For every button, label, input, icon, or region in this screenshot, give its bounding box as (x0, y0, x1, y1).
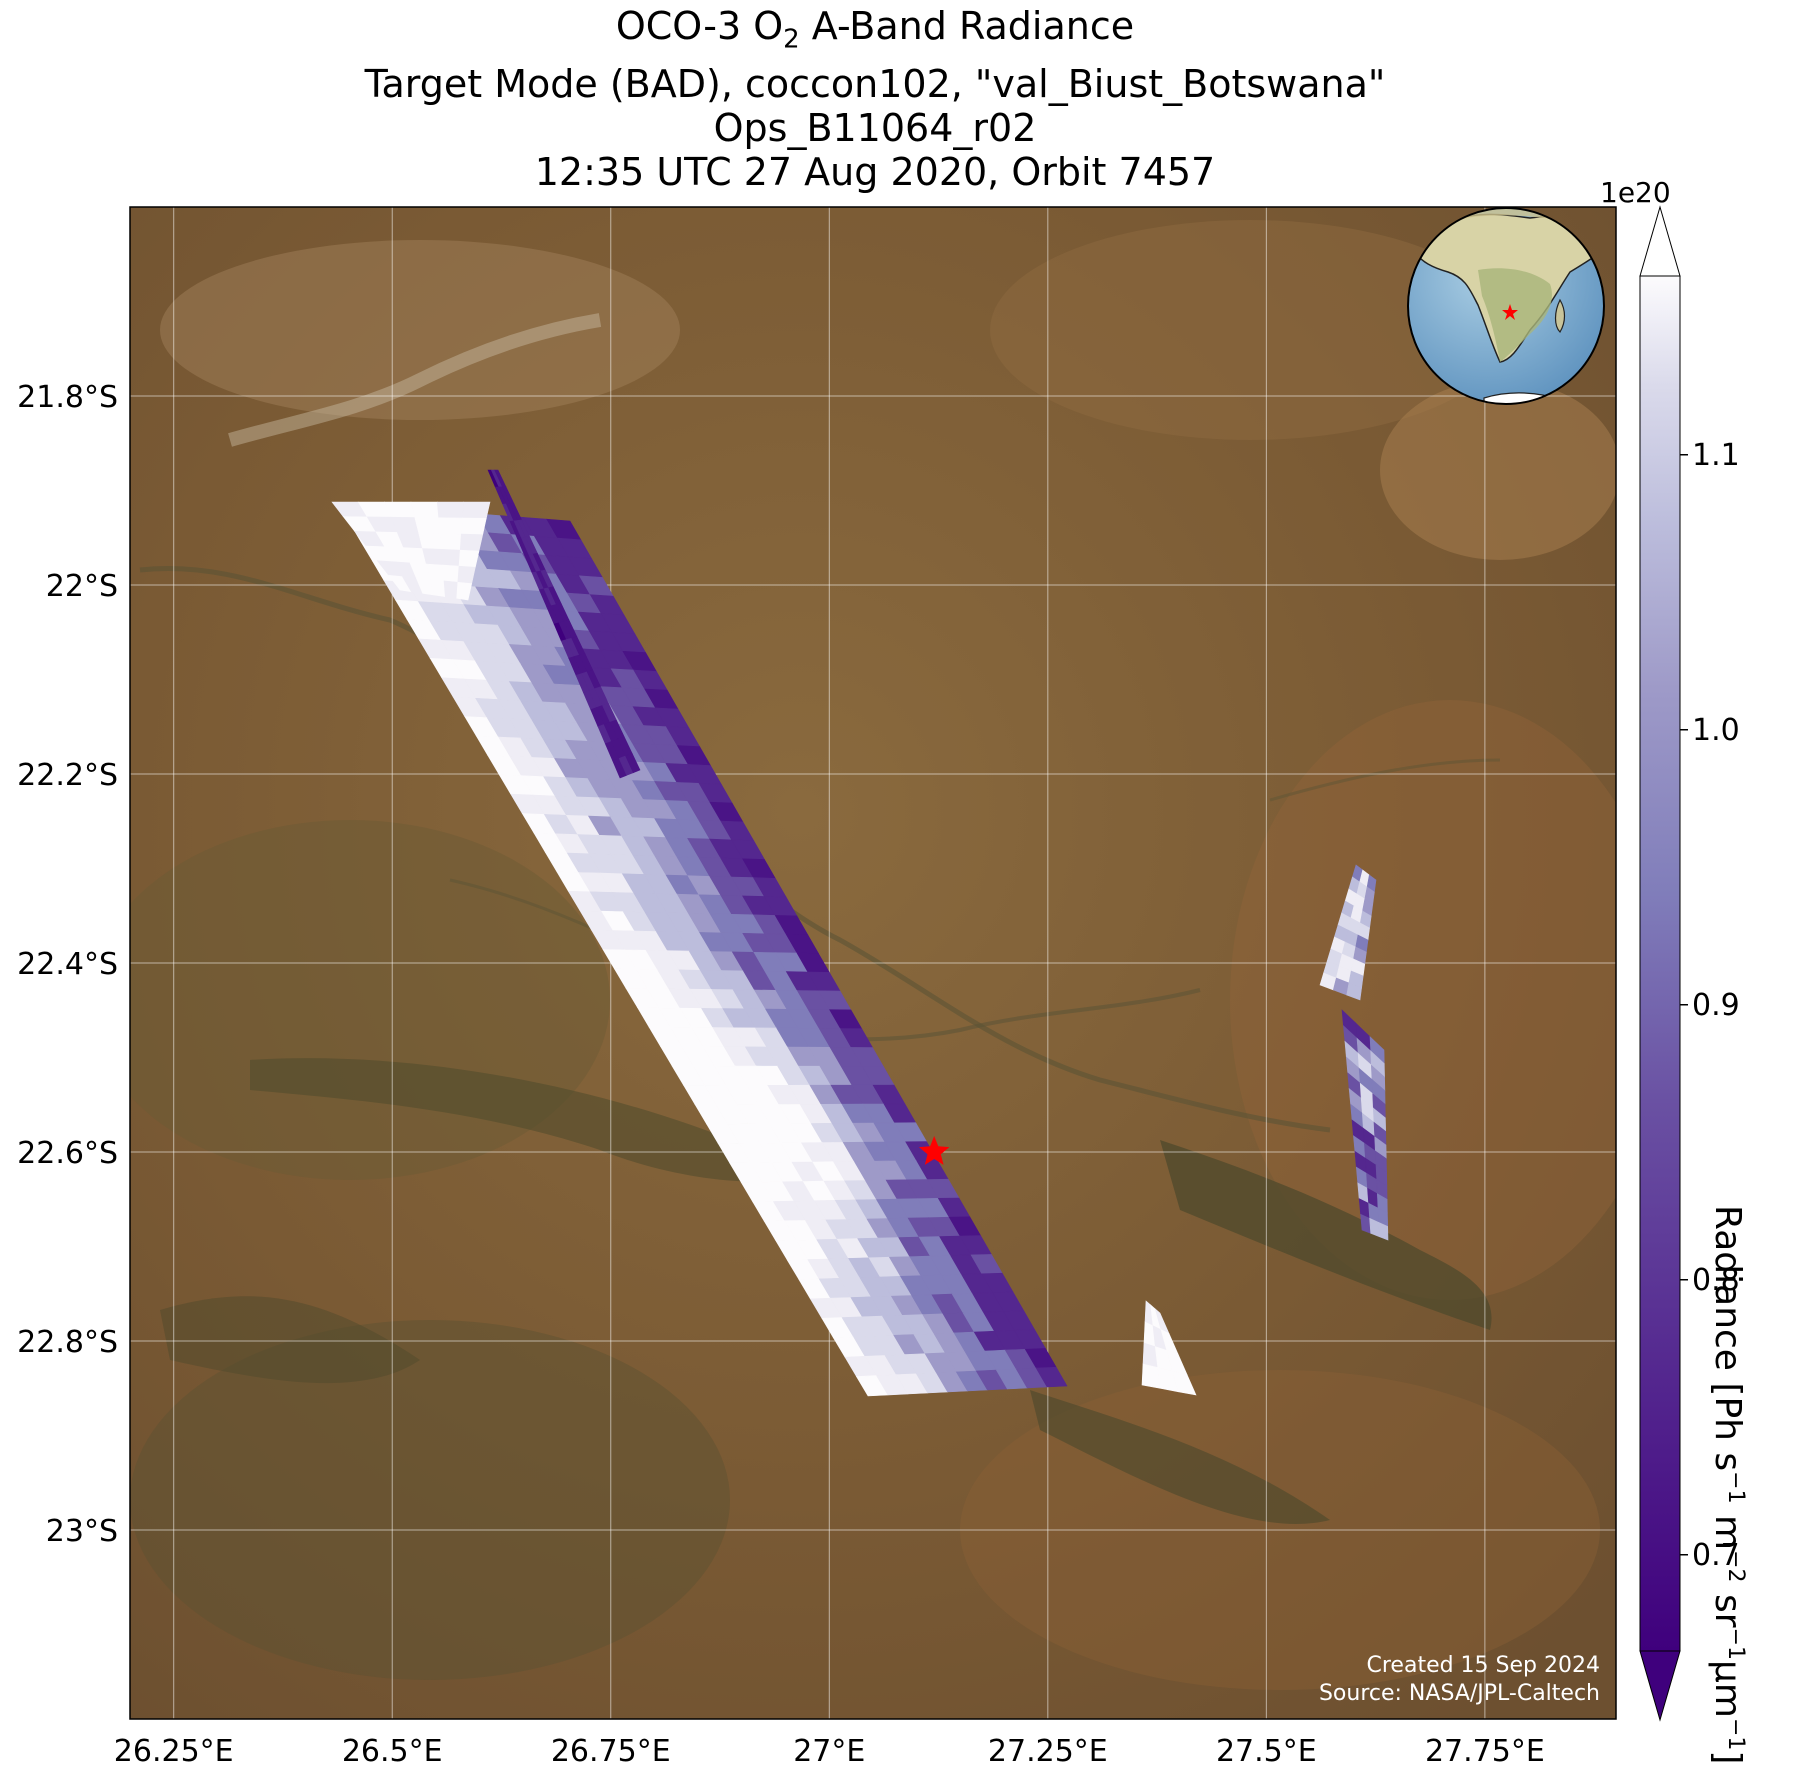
lon-tick-label: 26.25°E (114, 1734, 234, 1768)
colorbar-tick-label: 0.8 (1692, 1263, 1740, 1298)
lon-tick-label: 27.25°E (988, 1734, 1108, 1768)
swath-cell-white (1141, 1363, 1161, 1389)
title-line-2: Target Mode (BAD), coccon102, "val_Biust… (364, 61, 1386, 106)
map-frame (129, 206, 1617, 1720)
figure-title: OCO-3 O2 A-Band Radiance Target Mode (BA… (0, 4, 1750, 194)
lon-tick-label: 26.5°E (342, 1734, 443, 1768)
swath-cell-east (1346, 982, 1362, 1001)
lon-tick-label: 26.75°E (551, 1734, 671, 1768)
swath-cell-white (439, 533, 462, 551)
swath-cell-white (1171, 1370, 1197, 1396)
swath-cell-white (418, 532, 442, 550)
latitude-tick-labels: 21.8°S 22°S 22.2°S 22.4°S 22.6°S 22.8°S 23°S (17, 380, 118, 1549)
swath-cell-white (436, 501, 465, 519)
credit-created: Created 15 Sep 2024 (1367, 1653, 1601, 1678)
swath-cell-white (458, 549, 480, 568)
title-line-3: Ops_B11064_r02 (713, 105, 1037, 150)
swath-cell-white (410, 501, 440, 519)
swath-cell-white (438, 517, 463, 535)
colorbar-tick-label: 0.7 (1692, 1538, 1740, 1573)
lat-tick-label: 22°S (46, 569, 118, 604)
lat-tick-label: 22.4°S (17, 947, 118, 982)
swath-cell-white (414, 517, 441, 534)
swath-cell-dark (625, 752, 641, 774)
swath-cell-white (442, 564, 460, 583)
swath-cell-white (440, 548, 461, 567)
swath-cell-white (462, 501, 491, 519)
swath-cell (1035, 1366, 1068, 1388)
lon-tick-label: 27°E (793, 1734, 865, 1768)
swath-cell-east (1378, 1221, 1389, 1241)
colorbar-exponent: 1e20 (1600, 176, 1671, 209)
colorbar-tick-label: 0.9 (1692, 988, 1740, 1023)
colorbar-tick-label: 1.0 (1692, 713, 1740, 748)
swath-cell-white (443, 580, 459, 599)
title-line-1: OCO-3 O2 A-Band Radiance (615, 4, 1135, 55)
lat-tick-label: 22.2°S (17, 758, 118, 793)
swath-cell-white (460, 517, 487, 536)
colorbar-ticks: 0.7 0.8 0.9 1.0 1.1 (1680, 438, 1740, 1573)
lon-tick-label: 27.75°E (1425, 1734, 1545, 1768)
credit-source: Source: NASA/JPL-Caltech (1319, 1681, 1600, 1706)
lat-tick-label: 23°S (46, 1514, 118, 1549)
longitude-tick-labels: 26.25°E 26.5°E 26.75°E 27°E 27.25°E 27.5°E 27.… (114, 1734, 1545, 1768)
colorbar: 0.7 0.8 0.9 1.0 1.1 (1639, 205, 1740, 1722)
lat-tick-label: 21.8°S (17, 380, 118, 415)
colorbar-label: Radiance [Ph s−1 m−2 sr−1μm−1] (1707, 1205, 1748, 1765)
colorbar-tick-label: 1.1 (1692, 438, 1740, 473)
title-line-4: 12:35 UTC 27 Aug 2020, Orbit 7457 (534, 149, 1216, 194)
swath-cell-white (456, 581, 473, 601)
target-site-star-icon (919, 1136, 950, 1165)
lat-tick-label: 22.8°S (17, 1325, 118, 1360)
lon-tick-label: 27.5°E (1216, 1734, 1317, 1768)
radiance-swath (331, 469, 1389, 1397)
swath-cell-white (459, 533, 484, 552)
lat-tick-label: 22.6°S (17, 1136, 118, 1171)
